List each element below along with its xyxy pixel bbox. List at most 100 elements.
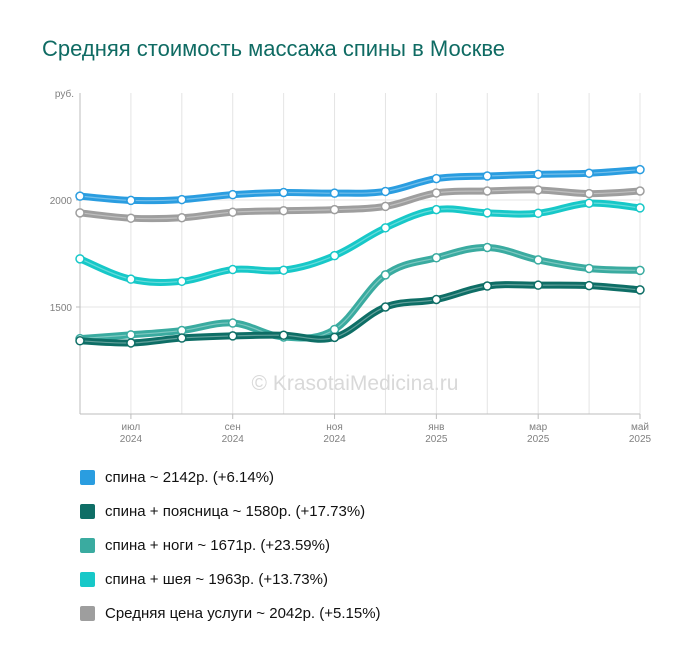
- data-point[interactable]: [227, 331, 238, 341]
- data-point[interactable]: [584, 188, 594, 199]
- data-point[interactable]: [177, 333, 187, 343]
- data-point[interactable]: [584, 280, 594, 291]
- data-point[interactable]: [227, 189, 238, 200]
- data-point[interactable]: [177, 194, 187, 205]
- data-point[interactable]: [126, 330, 136, 340]
- x-tick-label: мар: [529, 422, 547, 433]
- legend-label: спина + ноги ~ 1671р. (+23.59%): [105, 536, 330, 554]
- data-point[interactable]: [482, 171, 493, 181]
- data-point[interactable]: [227, 207, 238, 217]
- data-point[interactable]: [482, 208, 493, 218]
- data-point[interactable]: [431, 173, 442, 184]
- y-axis-label: руб.: [55, 88, 74, 100]
- legend: спина ~ 2142р. (+6.14%) спина + поясница …: [80, 460, 381, 630]
- data-point[interactable]: [278, 205, 289, 216]
- data-point[interactable]: [533, 169, 543, 180]
- series-спина-+-поясница: [75, 280, 645, 348]
- data-point[interactable]: [380, 270, 391, 280]
- legend-swatch: [80, 469, 95, 485]
- data-point[interactable]: [329, 324, 340, 335]
- x-tick-label: сен: [225, 422, 241, 433]
- series-group: [75, 164, 645, 348]
- legend-item[interactable]: Средняя цена услуги ~ 2042р. (+5.15%): [80, 596, 381, 630]
- data-point[interactable]: [482, 281, 493, 291]
- legend-swatch: [80, 537, 95, 553]
- x-tick-label: янв: [428, 422, 444, 433]
- x-tick-year: 2024: [323, 434, 346, 445]
- series-line: [76, 199, 644, 286]
- grid-lines: [80, 93, 641, 414]
- y-tick-label: 1500: [50, 303, 73, 314]
- data-point[interactable]: [635, 265, 645, 276]
- data-point[interactable]: [329, 250, 340, 261]
- data-point[interactable]: [177, 213, 187, 223]
- legend-item[interactable]: спина + шея ~ 1963р. (+13.73%): [80, 562, 381, 596]
- legend-label: Средняя цена услуги ~ 2042р. (+5.15%): [105, 604, 381, 622]
- chart-title: Средняя стоимость массажа спины в Москве: [42, 36, 506, 61]
- data-point[interactable]: [431, 294, 442, 305]
- data-point[interactable]: [533, 185, 543, 195]
- legend-item[interactable]: спина ~ 2142р. (+6.14%): [80, 460, 381, 494]
- data-point[interactable]: [482, 186, 493, 196]
- data-point[interactable]: [431, 204, 442, 215]
- data-point[interactable]: [380, 302, 391, 312]
- data-point[interactable]: [584, 198, 594, 208]
- data-point[interactable]: [584, 168, 594, 178]
- data-point[interactable]: [278, 265, 289, 275]
- data-point[interactable]: [380, 201, 391, 212]
- legend-swatch: [80, 571, 95, 587]
- legend-swatch: [80, 503, 95, 519]
- data-point[interactable]: [278, 187, 289, 198]
- x-tick-year: 2024: [120, 434, 143, 445]
- data-point[interactable]: [126, 195, 136, 206]
- data-point[interactable]: [126, 274, 136, 284]
- x-tick-year: 2024: [222, 434, 245, 445]
- x-tick-label: июл: [122, 422, 141, 433]
- data-point[interactable]: [329, 188, 340, 198]
- data-point[interactable]: [227, 318, 238, 328]
- data-point[interactable]: [126, 338, 136, 348]
- legend-label: спина ~ 2142р. (+6.14%): [105, 468, 275, 486]
- data-point[interactable]: [431, 253, 442, 263]
- x-tick-year: 2025: [425, 434, 448, 445]
- legend-label: спина + поясница ~ 1580р. (+17.73%): [105, 502, 366, 520]
- x-tick-year: 2025: [527, 434, 550, 445]
- y-tick-label: 2000: [50, 196, 73, 207]
- series-спина-+-ноги: [75, 242, 645, 344]
- data-point[interactable]: [177, 276, 187, 287]
- data-point[interactable]: [635, 164, 645, 175]
- data-point[interactable]: [482, 242, 493, 253]
- data-point[interactable]: [75, 254, 85, 264]
- legend-item[interactable]: спина + ноги ~ 1671р. (+23.59%): [80, 528, 381, 562]
- series-Средняя-цена-услуги: [75, 185, 645, 223]
- axes: руб.15002000июл2024сен2024ноя2024янв2025…: [50, 88, 652, 445]
- legend-label: спина + шея ~ 1963р. (+13.73%): [105, 570, 328, 588]
- x-tick-label: ноя: [326, 422, 343, 433]
- data-point[interactable]: [431, 188, 442, 198]
- data-point[interactable]: [635, 285, 645, 295]
- data-point[interactable]: [75, 336, 85, 346]
- data-point[interactable]: [380, 223, 391, 233]
- series-спина: [75, 164, 645, 206]
- data-point[interactable]: [533, 280, 543, 290]
- data-point[interactable]: [635, 186, 645, 196]
- data-point[interactable]: [584, 263, 594, 274]
- data-point[interactable]: [75, 208, 85, 218]
- legend-swatch: [80, 605, 95, 621]
- watermark: © KrasotaiMedicina.ru: [252, 372, 459, 395]
- data-point[interactable]: [329, 204, 340, 215]
- legend-item[interactable]: спина + поясница ~ 1580р. (+17.73%): [80, 494, 381, 528]
- data-point[interactable]: [635, 203, 645, 213]
- data-point[interactable]: [533, 255, 543, 265]
- data-point[interactable]: [329, 332, 340, 343]
- x-tick-year: 2025: [629, 434, 652, 445]
- data-point[interactable]: [533, 208, 543, 219]
- data-point[interactable]: [126, 213, 136, 223]
- data-point[interactable]: [278, 330, 289, 340]
- data-point[interactable]: [380, 186, 391, 197]
- line-chart: © KrasotaiMedicina.ru руб.15002000июл202…: [50, 88, 652, 445]
- series-спина-+-шея: [75, 198, 645, 287]
- data-point[interactable]: [75, 191, 85, 201]
- x-tick-label: май: [631, 422, 649, 433]
- data-point[interactable]: [227, 264, 238, 275]
